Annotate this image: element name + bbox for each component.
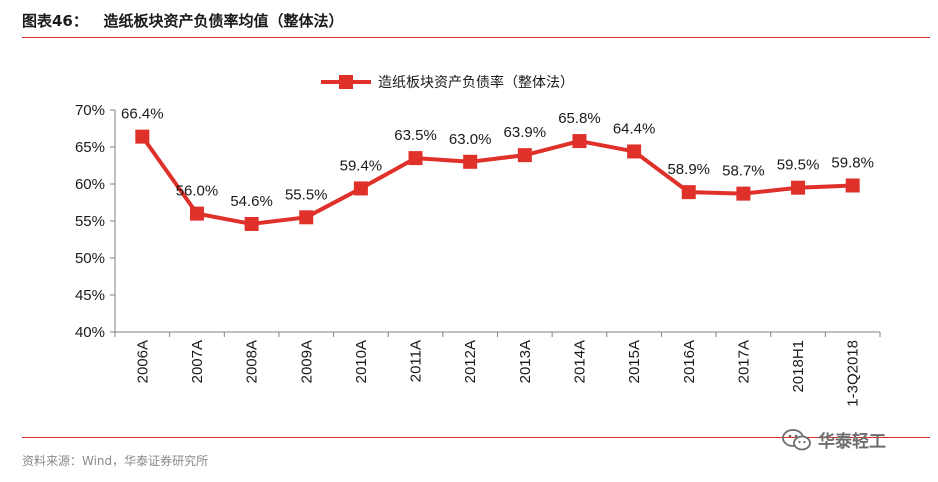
x-tick-label: 2010A [353, 340, 370, 383]
legend: 造纸板块资产负债率（整体法） [321, 74, 574, 91]
data-point [845, 178, 860, 193]
legend-label: 造纸板块资产负债率（整体法） [378, 74, 574, 91]
y-tick-label: 65% [75, 139, 105, 156]
data-label: 59.8% [831, 154, 874, 171]
data-point [791, 180, 806, 195]
data-point [408, 151, 423, 166]
wechat-icon [782, 428, 811, 450]
figure-title: 图表46： 造纸板块资产负债率均值（整体法） [22, 10, 344, 31]
data-label: 66.4% [121, 106, 164, 123]
data-label: 58.7% [722, 163, 765, 180]
x-tick-label: 2006A [134, 340, 151, 383]
x-tick-label: 2008A [244, 340, 261, 383]
data-point [627, 144, 642, 159]
y-tick-label: 40% [75, 324, 105, 341]
data-label: 59.4% [340, 157, 383, 174]
brand-watermark: 华泰轻工 [782, 427, 886, 452]
y-tick-label: 45% [75, 287, 105, 304]
series-line: 66.4% 56.0% 54.6% 55.5% 59.4% 63.5% 63.0% 63.9%… [121, 106, 874, 231]
data-label: 63.0% [449, 131, 492, 148]
data-label: 64.4% [613, 120, 656, 137]
brand-name: 华泰轻工 [818, 432, 886, 452]
x-tick-label: 2011A [408, 340, 425, 382]
x-tick-label: 2007A [189, 340, 206, 383]
y-tick-label: 60% [75, 176, 105, 193]
data-point [135, 129, 150, 144]
legend-marker [339, 75, 353, 89]
x-tick-label: 1-3Q2018 [845, 340, 862, 407]
bottom-rule [22, 437, 930, 438]
series-path [140, 135, 853, 226]
data-point [299, 210, 314, 225]
x-tick-label: 2016A [681, 340, 698, 383]
data-point [189, 206, 204, 221]
data-point [244, 216, 259, 231]
y-tick-label: 50% [75, 250, 105, 267]
data-label: 59.5% [777, 157, 820, 174]
figure-number: 图表46： [22, 12, 88, 30]
data-point [353, 181, 368, 196]
x-tick-label: 2017A [735, 340, 752, 383]
figure-title-text: 造纸板块资产负债率均值（整体法） [103, 12, 344, 30]
data-label: 54.6% [230, 193, 273, 210]
x-tick-label: 2009A [298, 340, 315, 383]
x-tick-label: 2012A [462, 340, 479, 383]
axes: 40% 45% 50% 55% 60% 65% 70% 2006A 2007A 2008A 2009… [75, 102, 881, 407]
x-tick-label: 2015A [626, 340, 643, 383]
x-tick-label: 2018H1 [790, 340, 807, 393]
data-label: 63.9% [504, 124, 547, 141]
source-note: 资料来源：Wind，华泰证券研究所 [22, 454, 209, 468]
data-label: 56.0% [176, 183, 219, 200]
data-label: 65.8% [558, 110, 601, 127]
x-tick-label: 2014A [571, 340, 588, 383]
data-point [681, 185, 696, 200]
x-tick-label: 2013A [517, 340, 534, 383]
data-point [463, 154, 478, 169]
data-point [736, 186, 751, 201]
data-label: 63.5% [394, 127, 437, 144]
top-rule [22, 37, 930, 38]
y-tick-label: 70% [75, 102, 105, 119]
data-label: 55.5% [285, 186, 328, 203]
data-point [517, 148, 532, 163]
y-tick-label: 55% [75, 213, 105, 230]
data-point [572, 134, 587, 149]
data-label: 58.9% [667, 161, 710, 178]
